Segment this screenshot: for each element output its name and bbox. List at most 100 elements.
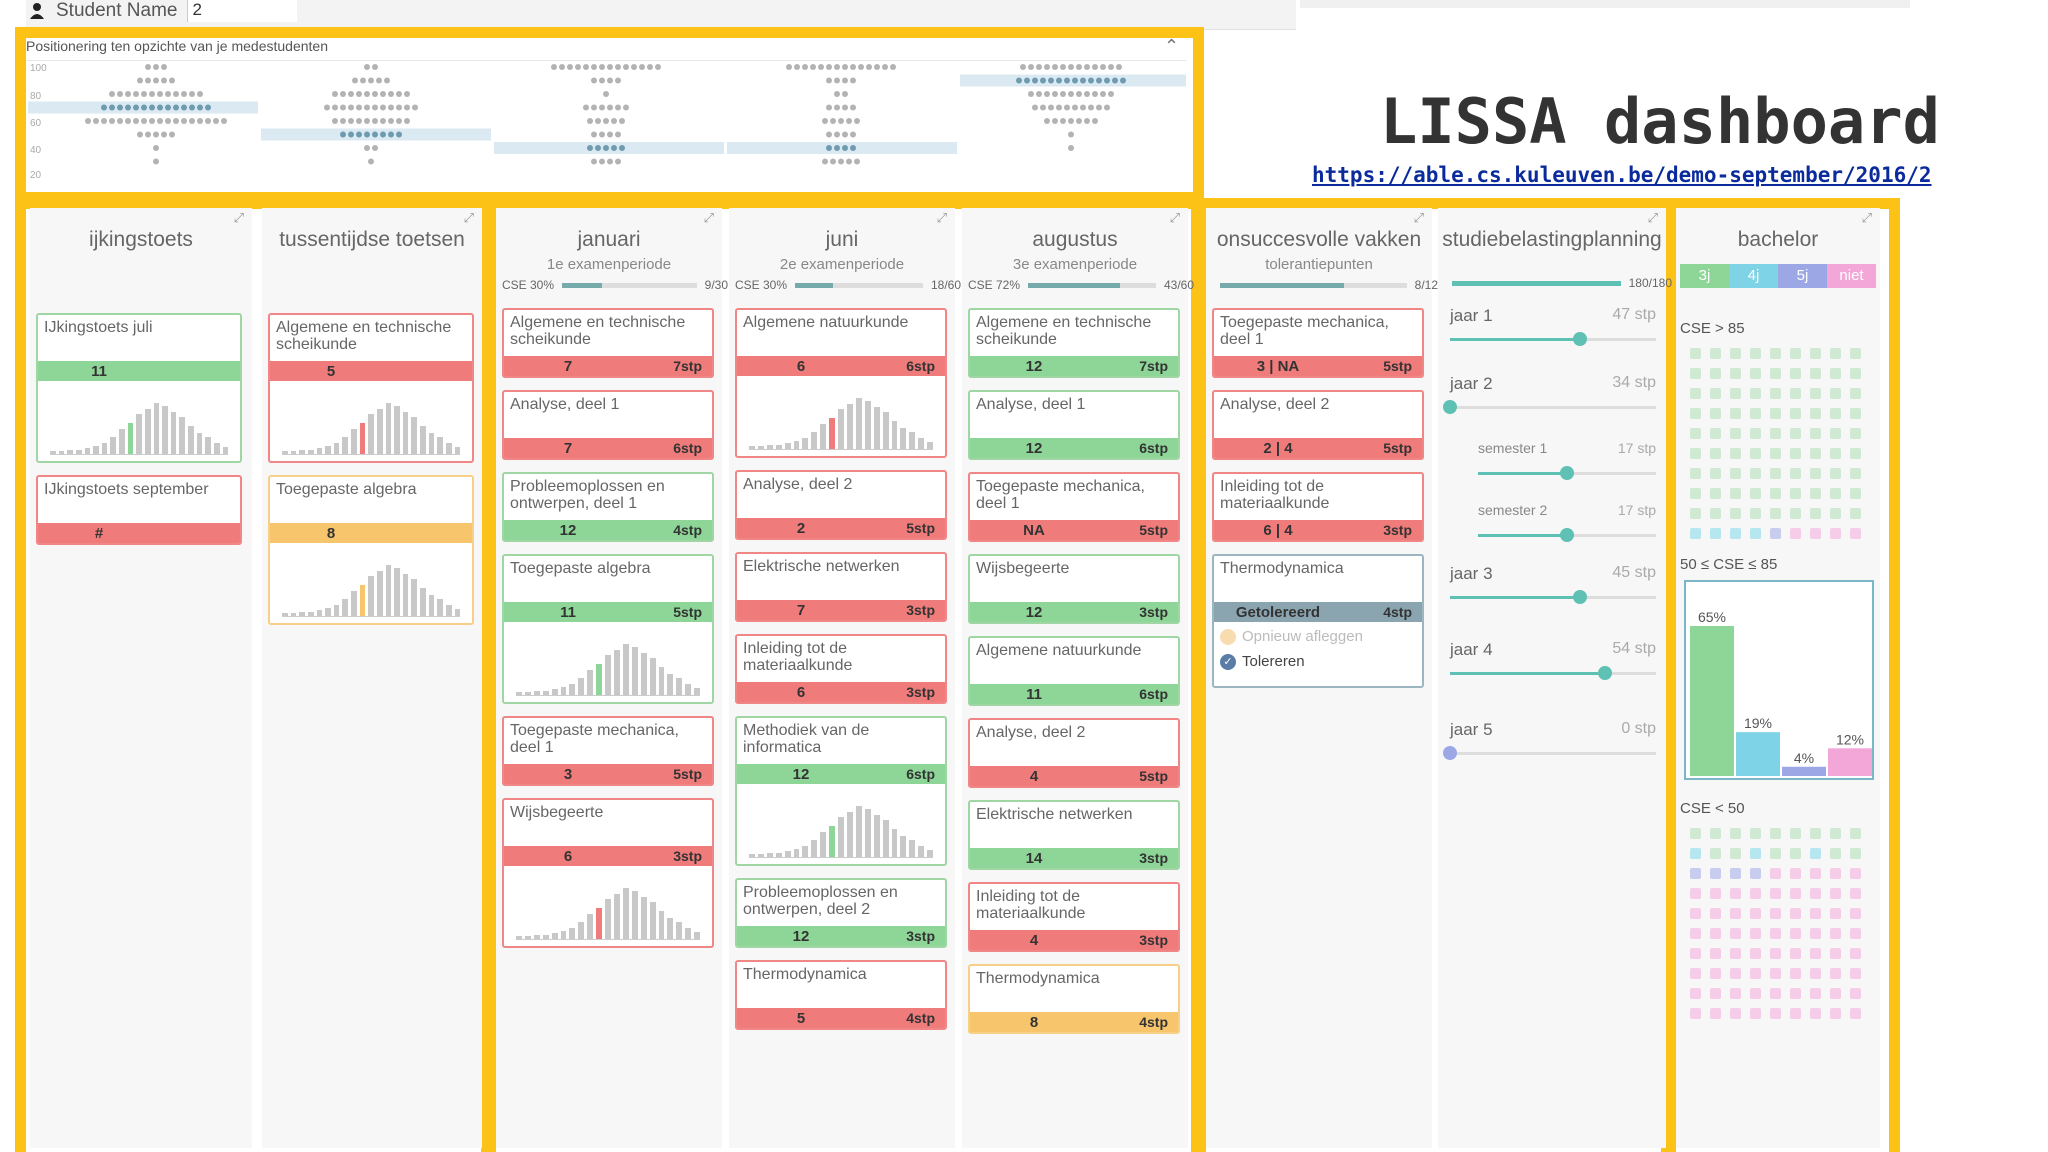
peer-dot	[826, 145, 832, 151]
slider-track[interactable]	[1443, 746, 1656, 760]
slider-handle[interactable]	[1560, 528, 1574, 542]
peer-dot	[1052, 64, 1058, 70]
course-card[interactable]: Algemene en technische scheikunde 12 7stp	[968, 308, 1180, 378]
cse-bar	[562, 282, 697, 288]
course-card[interactable]: Elektrische netwerken 14 3stp	[968, 800, 1180, 870]
course-card[interactable]: IJkingstoets juli 11	[36, 313, 242, 463]
year-label: jaar 5	[1450, 720, 1493, 739]
expand-icon[interactable]: ⤢	[936, 210, 947, 225]
radio-icon[interactable]	[1220, 628, 1236, 645]
hist-bar	[829, 417, 836, 449]
slide-link[interactable]: https://able.cs.kuleuven.be/demo-septemb…	[1312, 163, 1932, 187]
student-dot	[1770, 868, 1781, 879]
slider-handle[interactable]	[1572, 590, 1587, 604]
course-card[interactable]: Algemene en technische scheikunde 5	[268, 313, 474, 463]
expand-icon[interactable]: ⤢	[1861, 210, 1872, 225]
course-card[interactable]: Toegepaste mechanica, deel 1 NA 5stp	[968, 472, 1180, 542]
slider-handle[interactable]	[1560, 466, 1574, 480]
option-retake[interactable]: Opnieuw afleggen	[1214, 622, 1422, 647]
course-card[interactable]: Wijsbegeerte 6 3stp	[502, 798, 714, 948]
student-dot	[1750, 468, 1761, 479]
expand-icon[interactable]: ⤢	[233, 210, 244, 225]
student-dot	[1750, 348, 1761, 359]
year-slider-5[interactable]: jaar 4 54 stp	[1438, 640, 1666, 690]
course-card[interactable]: Toegepaste algebra 11 5stp	[502, 554, 714, 704]
course-card[interactable]: Analyse, deel 2 2 | 4 5stp	[1212, 390, 1424, 460]
expand-icon[interactable]: ⤢	[1647, 210, 1658, 225]
course-card[interactable]: Wijsbegeerte 12 3stp	[968, 554, 1180, 624]
peer-dot	[189, 104, 195, 111]
cse-low-dots	[1690, 828, 1861, 1019]
course-card[interactable]: Toegepaste mechanica, deel 1 3 | NA 5stp	[1212, 308, 1424, 378]
hist-bar	[368, 414, 374, 454]
course-card[interactable]: Probleemoplossen en ontwerpen, deel 2 12 3…	[735, 878, 947, 948]
year-slider-3[interactable]: semester 2 17 stp	[1466, 502, 1666, 552]
student-selector[interactable]: Student Name 2	[28, 0, 298, 22]
course-card[interactable]: Inleiding tot de materiaalkunde 6 | 4 3stp	[1212, 472, 1424, 542]
slider-handle[interactable]	[1572, 332, 1587, 346]
course-card[interactable]: Toegepaste algebra 8	[268, 475, 474, 625]
hist-bar	[793, 440, 800, 449]
course-card[interactable]: Toegepaste mechanica, deel 1 3 5stp	[502, 716, 714, 786]
year-slider-6[interactable]: jaar 5 0 stp	[1438, 720, 1666, 770]
course-card[interactable]: Analyse, deel 1 12 6stp	[968, 390, 1180, 460]
course-card[interactable]: Analyse, deel 2 2 5stp	[735, 470, 947, 540]
year-slider-2[interactable]: semester 1 17 stp	[1466, 440, 1666, 490]
expand-icon[interactable]: ⤢	[703, 210, 714, 225]
course-card[interactable]: IJkingstoets september #	[36, 475, 242, 545]
course-card[interactable]: Thermodynamica 5 4stp	[735, 960, 947, 1030]
student-name-input[interactable]: 2	[187, 0, 298, 22]
student-dot	[1710, 528, 1721, 539]
student-dot	[1770, 408, 1781, 419]
hist-bar	[802, 845, 809, 857]
grade-value: 11	[560, 603, 576, 621]
grade-distribution	[749, 806, 934, 858]
slider-track[interactable]	[1478, 528, 1656, 542]
course-card[interactable]: Probleemoplossen en ontwerpen, deel 1 12 4…	[502, 472, 714, 542]
course-card[interactable]: Inleiding tot de materiaalkunde 6 3stp	[735, 634, 947, 704]
expand-icon[interactable]: ⤢	[1413, 210, 1424, 225]
thermo-card[interactable]: Thermodynamica Getolereerd 4stp Opnieuw afl…	[1212, 554, 1424, 688]
hist-bar	[685, 927, 692, 939]
check-icon[interactable]: ✓	[1220, 653, 1236, 670]
year-slider-1[interactable]: jaar 2 34 stp	[1438, 374, 1666, 424]
year-slider-4[interactable]: jaar 3 45 stp	[1438, 564, 1666, 614]
column-title: januari	[577, 228, 641, 251]
student-dot	[1750, 908, 1761, 919]
course-card[interactable]: Analyse, deel 1 7 6stp	[502, 390, 714, 460]
student-dot	[1730, 888, 1741, 899]
course-card[interactable]: Algemene en technische scheikunde 7 7stp	[502, 308, 714, 378]
course-card[interactable]: Algemene natuurkunde 6 6stp	[735, 308, 947, 458]
course-card[interactable]: Algemene natuurkunde 11 6stp	[968, 636, 1180, 706]
option-tolerate[interactable]: ✓ Tolereren	[1214, 647, 1422, 676]
slider-track[interactable]	[1450, 590, 1656, 604]
peer-dot	[599, 104, 605, 111]
student-dot	[1750, 848, 1761, 859]
collapse-chevron-icon[interactable]: ⌃	[1164, 36, 1180, 56]
hist-bar	[578, 922, 585, 939]
course-card[interactable]: Analyse, deel 2 4 5stp	[968, 718, 1180, 788]
slider-track[interactable]	[1450, 332, 1656, 346]
slider-handle[interactable]	[1443, 746, 1457, 760]
course-card[interactable]: Inleiding tot de materiaalkunde 4 3stp	[968, 882, 1180, 952]
slider-track[interactable]	[1443, 400, 1656, 414]
student-dot	[1690, 448, 1701, 459]
peer-dot	[595, 145, 601, 151]
study-points: 7stp	[673, 358, 702, 374]
expand-icon[interactable]: ⤢	[1169, 210, 1180, 225]
peer-dot	[173, 104, 179, 111]
course-card[interactable]: Methodiek van de informatica 12 6stp	[735, 716, 947, 866]
hist-bar	[820, 423, 827, 449]
course-name: Algemene natuurkunde	[976, 642, 1142, 659]
slider-track[interactable]	[1450, 666, 1656, 680]
expand-icon[interactable]: ⤢	[463, 210, 474, 225]
course-card[interactable]: Thermodynamica 8 4stp	[968, 964, 1180, 1034]
slider-handle[interactable]	[1443, 400, 1457, 414]
slider-track[interactable]	[1478, 466, 1656, 480]
peer-dot	[655, 64, 661, 70]
year-slider-0[interactable]: jaar 1 47 stp	[1438, 306, 1666, 356]
student-dot	[1770, 488, 1781, 499]
slider-handle[interactable]	[1597, 666, 1612, 680]
column-augustus: augustus ⤢ 3e examenperiode CSE 72% 43/60 Alg…	[962, 208, 1194, 1148]
course-card[interactable]: Elektrische netwerken 7 3stp	[735, 552, 947, 622]
